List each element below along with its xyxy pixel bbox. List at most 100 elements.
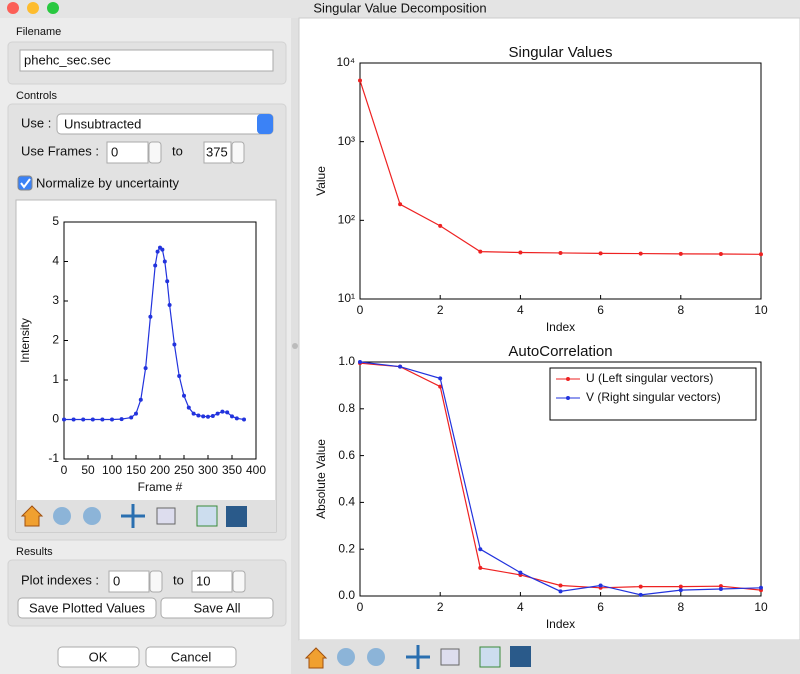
spin-value[interactable]: 375	[206, 144, 228, 159]
legend-box	[549, 367, 757, 421]
point	[210, 413, 215, 418]
button[interactable]	[17, 597, 157, 619]
point	[478, 249, 483, 254]
chart: AutoCorrelation Index Absolute Value 0 2 4 6 8 1…	[314, 343, 768, 631]
home-icon[interactable]	[20, 505, 44, 527]
plot-frame	[359, 62, 762, 300]
x-tick-label: 0	[61, 463, 68, 477]
point	[558, 589, 563, 594]
subplots-icon[interactable]	[479, 646, 501, 668]
x-tick-label: 200	[150, 463, 170, 477]
checkbox-label[interactable]: Normalize by uncertainty	[36, 175, 180, 190]
splitter-handle[interactable]	[292, 343, 298, 349]
button[interactable]	[57, 646, 140, 668]
save-icon[interactable]	[510, 646, 531, 667]
point	[242, 417, 246, 422]
forward-icon[interactable]	[83, 507, 101, 525]
point	[718, 584, 723, 589]
zoom-icon[interactable]	[440, 648, 460, 666]
to-label: to	[173, 572, 184, 587]
close-button[interactable]	[7, 2, 19, 14]
filename-value[interactable]: phehc_sec.sec	[24, 52, 111, 67]
point	[153, 263, 158, 268]
button[interactable]	[145, 646, 237, 668]
title-bar	[0, 0, 800, 18]
back-icon[interactable]	[53, 507, 71, 525]
point	[358, 360, 362, 364]
point	[718, 586, 723, 591]
point	[206, 414, 210, 419]
spin-value[interactable]: 0	[113, 573, 120, 588]
window-title: Singular Value Decomposition	[313, 0, 486, 15]
spin-value[interactable]: 0	[111, 144, 118, 159]
pan-icon[interactable]	[406, 645, 430, 669]
zoom-button[interactable]	[47, 2, 59, 14]
group-label: Results	[16, 546, 53, 558]
point	[129, 415, 134, 420]
spin-input[interactable]	[108, 570, 150, 593]
point	[143, 366, 148, 371]
point	[220, 409, 225, 414]
spin-arrows[interactable]	[231, 141, 245, 164]
save-icon[interactable]	[226, 506, 247, 527]
spin-arrows[interactable]	[148, 141, 162, 164]
zoom-icon[interactable]	[156, 507, 176, 525]
y-tick-label: 10¹	[338, 291, 355, 305]
point	[598, 251, 603, 256]
spin-arrows[interactable]	[232, 570, 246, 593]
x-tick-label: 300	[198, 463, 218, 477]
point	[196, 413, 201, 418]
x-tick-label: 8	[677, 600, 684, 614]
back-icon[interactable]	[337, 648, 355, 666]
home-icon[interactable]	[304, 647, 328, 669]
x-tick-label: 2	[437, 600, 444, 614]
point	[234, 416, 239, 421]
point	[138, 397, 143, 402]
pan-icon[interactable]	[121, 504, 145, 528]
forward-icon[interactable]	[367, 648, 385, 666]
x-tick-label: 250	[174, 463, 194, 477]
group-label: Filename	[16, 26, 61, 38]
to-label: to	[172, 143, 183, 158]
toolbar-icons	[304, 645, 531, 669]
point	[81, 417, 86, 422]
spin-input[interactable]	[191, 570, 233, 593]
button-label[interactable]: Save Plotted Values	[29, 600, 146, 615]
spin-value[interactable]: 10	[196, 573, 210, 588]
legend-label: V (Right singular vectors)	[586, 390, 721, 404]
legend-label: U (Left singular vectors)	[586, 371, 713, 385]
button[interactable]	[160, 597, 274, 619]
point	[638, 251, 643, 256]
minimize-button[interactable]	[27, 2, 39, 14]
button-label[interactable]: Cancel	[171, 649, 212, 664]
spin-input[interactable]	[106, 141, 149, 164]
point	[201, 414, 206, 419]
x-tick-label: 150	[126, 463, 146, 477]
spin-arrows[interactable]	[149, 570, 163, 593]
frames-label: Use Frames :	[21, 143, 99, 158]
select-arrow[interactable]	[257, 114, 273, 134]
spin-input[interactable]	[203, 141, 232, 164]
button-label[interactable]: OK	[89, 649, 108, 664]
checkbox[interactable]	[17, 175, 33, 191]
y-tick-label: 4	[52, 254, 59, 268]
button-label[interactable]: Save All	[194, 600, 241, 615]
use-value[interactable]: Unsubtracted	[64, 116, 141, 131]
subplots-icon[interactable]	[196, 505, 218, 527]
point	[759, 585, 763, 590]
point	[148, 314, 153, 319]
series-line	[64, 246, 245, 421]
y-tick-label: 2	[52, 333, 59, 347]
y-tick-label: 10²	[338, 213, 355, 227]
y-axis-label: Intensity	[18, 318, 32, 363]
x-axis-label: Frame #	[138, 480, 183, 494]
y-tick-label: 1.0	[338, 354, 355, 368]
point	[62, 417, 66, 422]
point	[558, 250, 563, 255]
filename-input[interactable]	[19, 49, 274, 72]
point	[172, 342, 177, 347]
point	[478, 547, 483, 552]
y-tick-label: 0.8	[338, 401, 355, 415]
